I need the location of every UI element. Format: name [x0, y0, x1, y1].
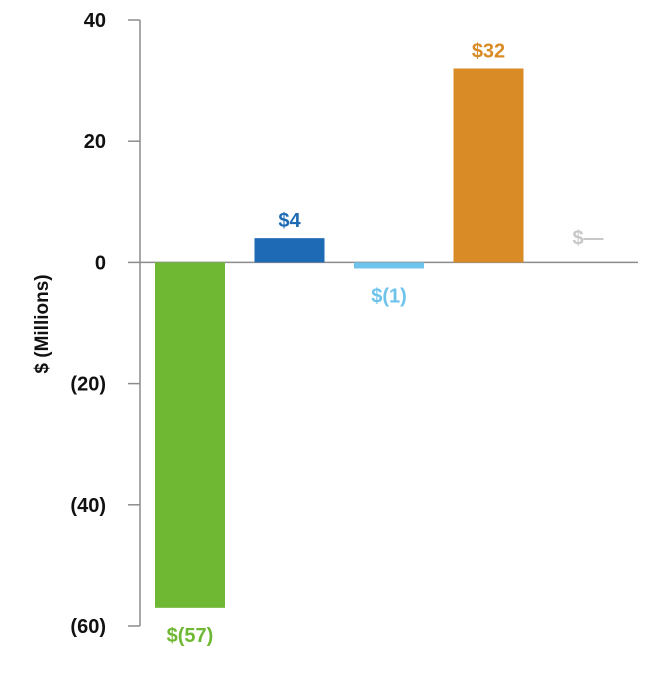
data-label-1: $(57): [167, 625, 214, 647]
y-tick-label: 40: [84, 10, 106, 32]
bar-3: [354, 262, 424, 269]
data-label-3: $(1): [371, 285, 407, 307]
data-labels: $(57) $4 $(1) $32 $—: [167, 40, 604, 646]
y-tick-label: (60): [70, 616, 106, 638]
y-tick-label: 0: [95, 252, 106, 274]
bar-1: [155, 262, 225, 608]
y-axis-label: $ (Millions): [32, 274, 53, 373]
data-label-2: $4: [278, 210, 301, 232]
data-label-4: $32: [472, 40, 505, 62]
y-tick-label: (40): [70, 495, 106, 517]
y-tick-label: 20: [84, 131, 106, 153]
bars: [155, 68, 524, 608]
bar-2: [254, 238, 325, 263]
bar-4: [453, 68, 524, 263]
y-tick-label: (20): [70, 374, 106, 396]
data-label-5: $—: [572, 227, 603, 249]
